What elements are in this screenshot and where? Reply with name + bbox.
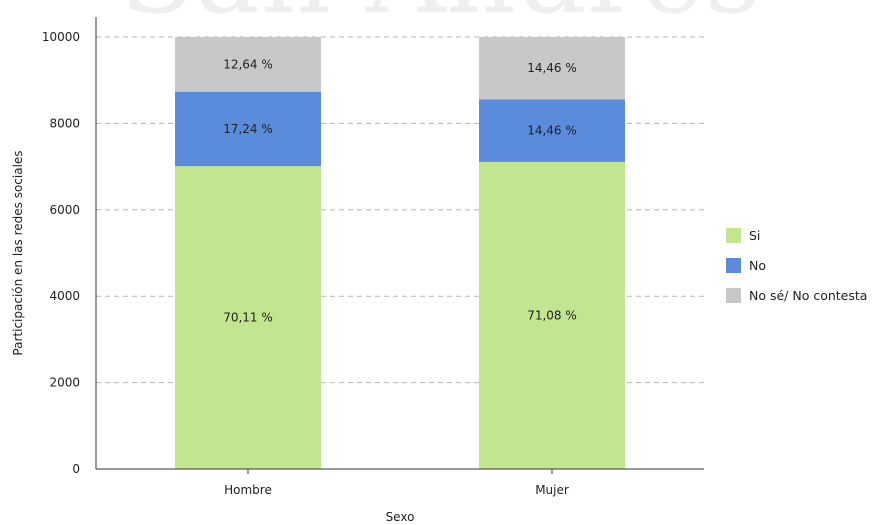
data-label: 71,08 % <box>527 308 577 322</box>
x-tick-label: Mujer <box>535 483 569 497</box>
data-label: 14,46 % <box>527 124 577 138</box>
y-tick-label: 4000 <box>49 289 80 303</box>
x-axis-title: Sexo <box>386 510 415 524</box>
legend: Si No No sé/ No contesta <box>726 228 867 303</box>
bar-no-mujer <box>479 99 625 162</box>
axes: 0 2000 4000 6000 8000 10000 Hombre Mujer <box>42 17 704 497</box>
y-tick-label: 2000 <box>49 376 80 390</box>
legend-label: No <box>749 258 766 273</box>
y-axis-title: Participación en las redes sociales <box>11 150 25 355</box>
data-label: 17,24 % <box>223 122 273 136</box>
legend-swatch <box>726 228 741 243</box>
legend-swatch <box>726 258 741 273</box>
legend-swatch <box>726 288 741 303</box>
legend-label: Si <box>749 228 760 243</box>
bar-no-s-no-contesta-hombre <box>175 37 321 92</box>
y-tick-label: 0 <box>72 462 80 476</box>
bars: 70,11 % 17,24 % 12,64 % 71,08 % 14,46 % 14,46… <box>175 37 625 470</box>
watermark: San Andrés <box>119 0 761 38</box>
bar-no-s-no-contesta-mujer <box>479 37 625 100</box>
y-tick-label: 8000 <box>49 116 80 130</box>
data-label: 14,46 % <box>527 61 577 75</box>
x-tick-label: Hombre <box>224 483 272 497</box>
legend-label: No sé/ No contesta <box>749 288 867 303</box>
data-label: 70,11 % <box>223 311 273 325</box>
bar-si-mujer <box>479 161 625 470</box>
data-label: 12,64 % <box>223 57 273 71</box>
y-tick-label: 6000 <box>49 203 80 217</box>
bar-no-hombre <box>175 91 321 167</box>
y-tick-label: 10000 <box>42 30 80 44</box>
bar-si-hombre <box>175 166 321 469</box>
